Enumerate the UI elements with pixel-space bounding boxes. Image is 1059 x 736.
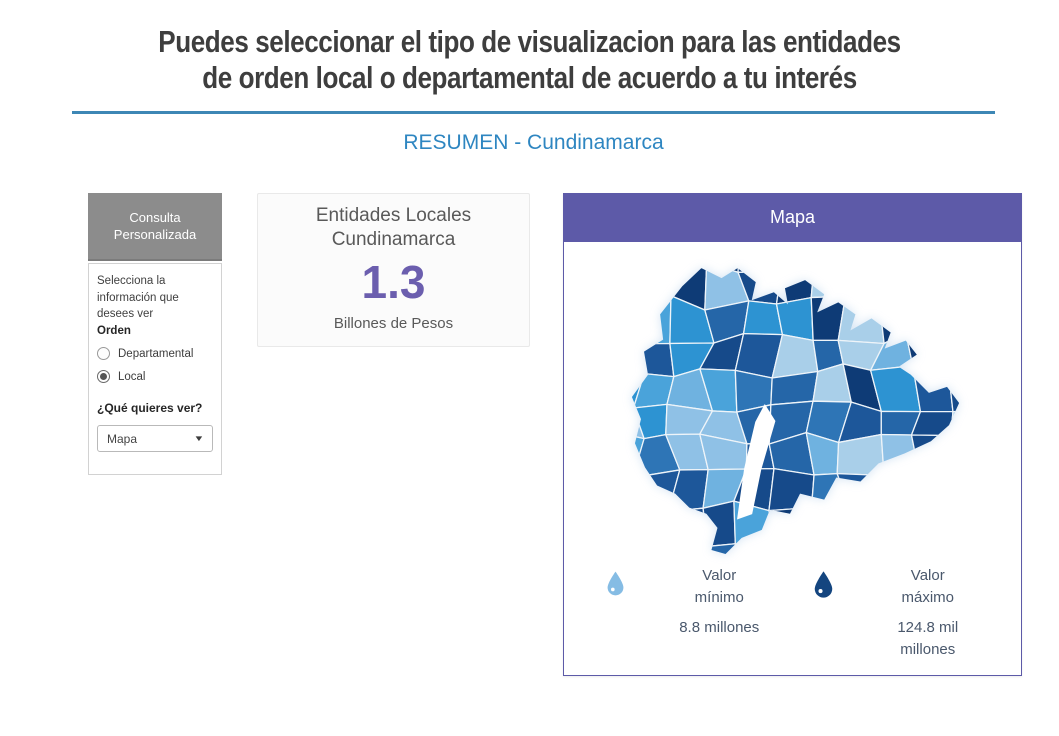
- radio-button-departamental[interactable]: [97, 347, 110, 361]
- sidebar-panel: Selecciona la información que desees ver…: [88, 263, 222, 476]
- orden-group-label: Orden: [97, 325, 131, 338]
- legend-min-label: Valor mínimo: [694, 566, 744, 606]
- page-title-line1: Puedes seleccionar el tipo de visualizac…: [158, 24, 901, 59]
- visualization-dropdown[interactable]: Mapa ▼: [97, 425, 213, 453]
- legend-item-min: Valor mínimo 8.8 millones: [584, 563, 793, 661]
- legend-max-text: Valor máximo 124.8 mil millones: [855, 563, 1002, 661]
- page-header: Puedes seleccionar el tipo de visualizac…: [0, 24, 1059, 96]
- summary-title-line2: Cundinamarca: [331, 228, 456, 250]
- dropdown-selected-value[interactable]: Mapa: [107, 431, 138, 446]
- summary-card-entidades-locales: Entidades Locales Cundinamarca 1.3 Billo…: [257, 192, 530, 347]
- summary-value: 1.3: [361, 256, 426, 309]
- main-content: Consulta Personalizada Selecciona la inf…: [0, 192, 1059, 676]
- map-legend: Valor mínimo 8.8 millones Valor máximo 1…: [564, 563, 1021, 661]
- radio-option-departamental[interactable]: Departamental: [97, 347, 213, 361]
- legend-min-icon-box: [584, 563, 646, 597]
- section-title: RESUMEN - Cundinamarca: [403, 130, 664, 154]
- legend-max-label: Valor máximo: [901, 566, 954, 606]
- map-panel: Mapa: [563, 192, 1022, 676]
- radio-label-local[interactable]: Local: [118, 370, 146, 383]
- legend-item-max: Valor máximo 124.8 mil millones: [793, 563, 1002, 661]
- sidebar-instruction: Selecciona la información que desees ver: [97, 275, 179, 321]
- bogota-gap: [736, 403, 775, 520]
- que-quieres-ver-label: ¿Qué quieres ver?: [97, 401, 203, 416]
- legend-max-icon-box: [793, 563, 855, 599]
- page-title: Puedes seleccionar el tipo de visualizac…: [85, 24, 975, 96]
- legend-min-text: Valor mínimo 8.8 millones: [646, 563, 793, 639]
- legend-max-value: 124.8 mil millones: [897, 619, 959, 659]
- summary-title-line1: Entidades Locales: [315, 204, 472, 226]
- radio-option-local[interactable]: Local: [97, 370, 213, 384]
- summary-card-title: Entidades Locales Cundinamarca: [258, 204, 529, 252]
- map-panel-title: Mapa: [564, 193, 1021, 242]
- page-title-line2: de orden local o departamental de acuerd…: [202, 59, 857, 95]
- radio-label-departamental[interactable]: Departamental: [118, 347, 194, 360]
- radio-button-local[interactable]: [97, 370, 110, 384]
- municipality-cells[interactable]: [623, 254, 963, 556]
- chevron-down-icon[interactable]: ▼: [193, 434, 205, 444]
- water-drop-max-icon: [814, 571, 833, 598]
- sidebar-consulta-personalizada: Consulta Personalizada Selecciona la inf…: [88, 192, 222, 476]
- legend-min-value: 8.8 millones: [679, 619, 760, 637]
- header-divider: [72, 110, 995, 114]
- cundinamarca-choropleth-map[interactable]: [623, 254, 963, 556]
- water-drop-min-icon: [607, 571, 623, 596]
- sidebar-title: Consulta Personalizada: [88, 192, 222, 261]
- map-body: Valor mínimo 8.8 millones Valor máximo 1…: [564, 242, 1021, 661]
- summary-unit: Billones de Pesos: [333, 315, 454, 333]
